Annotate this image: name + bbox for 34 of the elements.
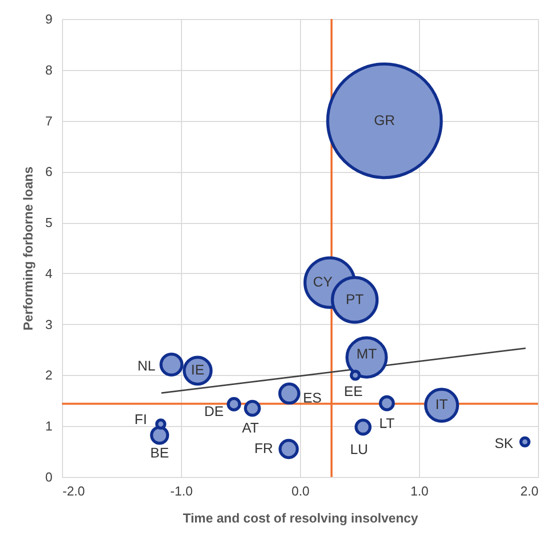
annotation: PT xyxy=(346,290,364,307)
annotation: IE xyxy=(191,362,204,378)
annotation: LU xyxy=(350,441,368,458)
annotation: FR xyxy=(254,440,274,456)
y-tick-label: 3 xyxy=(45,316,52,332)
y-tick-label: 2 xyxy=(45,368,52,383)
annotation: BE xyxy=(150,444,169,460)
annotation: MT xyxy=(356,345,378,362)
x-tick-label: -2.0 xyxy=(62,484,85,498)
annotation: ES xyxy=(302,390,322,406)
y-axis-title: Performing forborne loans xyxy=(20,166,36,330)
annotation: LT xyxy=(379,415,395,432)
y-tick-label: 8 xyxy=(45,62,52,78)
annotation: AT xyxy=(242,419,260,436)
y-tick-label: 6 xyxy=(45,164,52,180)
y-tick-label: 7 xyxy=(45,113,52,128)
y-tick-label: 9 xyxy=(45,12,52,26)
annotation: IT xyxy=(435,396,448,412)
annotation: SK xyxy=(494,434,514,451)
annotation: CY xyxy=(313,274,334,290)
y-tick-label: 1 xyxy=(45,418,52,434)
annotation: GR xyxy=(374,112,395,128)
x-tick-label: 1.0 xyxy=(410,484,429,498)
x-axis-title: Time and cost of resolving insolvency xyxy=(182,510,419,526)
x-tick-label: -1.0 xyxy=(170,484,193,498)
annotation: FI xyxy=(134,411,147,428)
annotation: EE xyxy=(344,383,363,400)
y-tick-label: 0 xyxy=(45,470,52,484)
x-tick-label: 0.0 xyxy=(291,484,310,498)
annotation: DE xyxy=(204,403,224,420)
annotation: NL xyxy=(138,358,156,374)
x-tick-label: 2.0 xyxy=(520,484,538,498)
y-tick-label: 4 xyxy=(45,266,52,281)
y-tick-label: 5 xyxy=(45,215,52,230)
